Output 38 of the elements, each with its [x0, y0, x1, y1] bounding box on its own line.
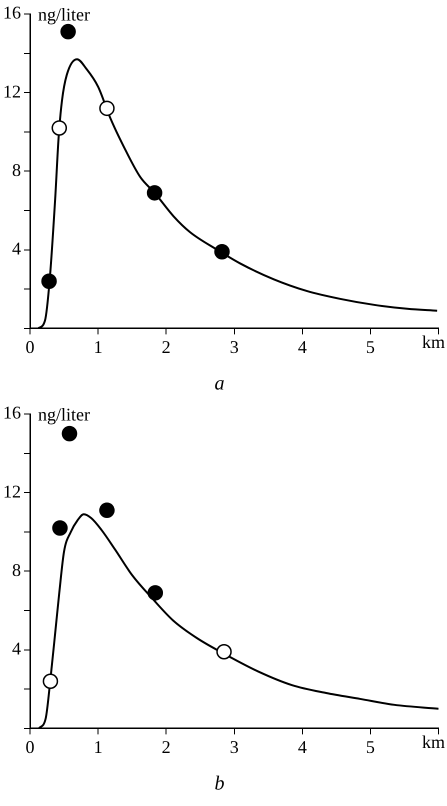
y-tick-label: 4 — [12, 638, 21, 659]
x-tick-label: 0 — [26, 736, 34, 757]
x-tick-label: 3 — [230, 736, 239, 757]
x-tick-label: 3 — [230, 336, 239, 357]
point — [41, 273, 57, 289]
point — [60, 24, 76, 40]
x-tick-label: 4 — [298, 336, 307, 357]
text: a — [214, 372, 224, 394]
point — [42, 673, 58, 689]
y-tick-label: 12 — [3, 481, 21, 502]
point — [99, 100, 115, 116]
x-tick-label: 2 — [162, 336, 171, 357]
x-tick-label: 1 — [94, 736, 103, 757]
point — [62, 426, 78, 442]
point — [148, 585, 164, 601]
x-tick-label: 1 — [94, 336, 103, 357]
x-axis-title: km — [422, 332, 445, 352]
x-tick-label: 2 — [162, 736, 171, 757]
x-tick-label: 4 — [298, 736, 307, 757]
y-axis-title: ng/liter — [38, 404, 90, 425]
y-tick-label: 16 — [3, 402, 21, 423]
point — [52, 120, 68, 136]
y-tick-label: 12 — [3, 81, 21, 102]
y-tick-label: 8 — [12, 160, 21, 180]
y-axis-title: ng/liter — [38, 4, 90, 25]
text: b — [214, 772, 224, 794]
point — [146, 185, 162, 201]
point — [216, 644, 232, 660]
y-tick-label: 16 — [3, 2, 21, 23]
y-tick-label: 4 — [12, 238, 21, 259]
y-tick-label: 8 — [12, 560, 21, 580]
x-tick-label: 0 — [26, 336, 34, 357]
x-tick-label: 5 — [366, 736, 375, 757]
point — [99, 502, 115, 518]
point — [214, 244, 230, 260]
x-tick-label: 5 — [366, 336, 375, 357]
point — [52, 520, 68, 536]
x-axis-title: km — [422, 732, 445, 752]
